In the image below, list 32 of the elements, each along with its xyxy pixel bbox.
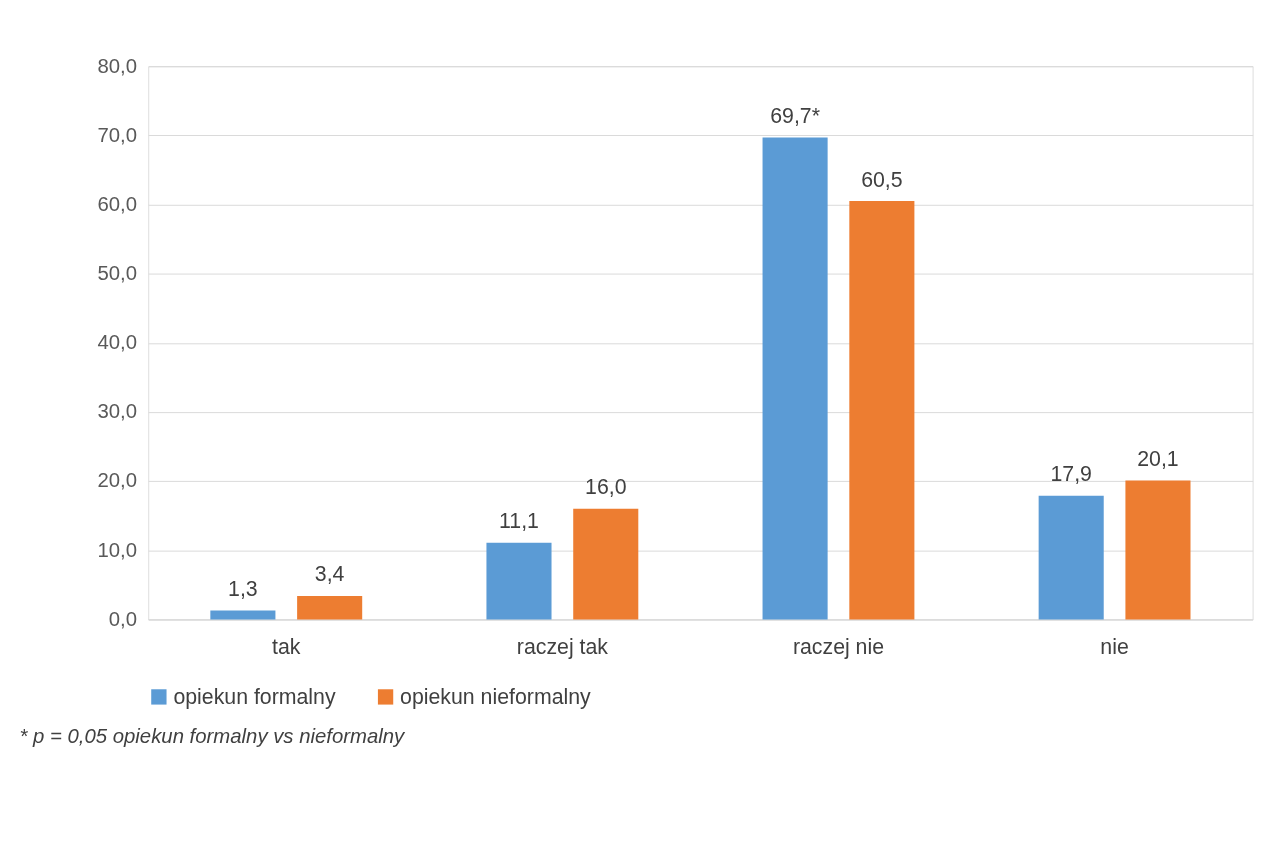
y-tick-label: 60,0: [97, 192, 138, 215]
bar: [849, 201, 915, 620]
data-label: 17,9: [1050, 462, 1092, 487]
bar: [1038, 495, 1104, 620]
data-label: 69,7*: [770, 103, 820, 128]
y-tick-label: 20,0: [97, 469, 138, 492]
x-tick-label: raczej tak: [516, 634, 609, 659]
bar: [1125, 480, 1191, 620]
bar: [486, 542, 552, 620]
y-tick-label: 0,0: [108, 607, 138, 630]
text: * p = 0,05 opiekun formalny vs nieformalny: [19, 725, 407, 748]
y-tick-label: 40,0: [97, 331, 138, 354]
y-tick-label: 50,0: [97, 261, 138, 284]
data-label: 60,5: [861, 167, 903, 192]
bar: [762, 137, 828, 620]
y-tick-label: 10,0: [97, 538, 138, 561]
data-label: 3,4: [314, 562, 345, 587]
bar: [297, 595, 363, 620]
bar: [573, 508, 639, 620]
y-tick-label: 70,0: [97, 123, 138, 146]
y-tick-label: 30,0: [97, 400, 138, 423]
data-label: 1,3: [228, 576, 258, 601]
legend-label: opiekun formalny: [173, 684, 336, 709]
data-label: 11,1: [499, 509, 539, 534]
bar: [210, 610, 276, 620]
x-tick-label: raczej nie: [792, 634, 885, 659]
legend-label: opiekun nieformalny: [400, 684, 592, 709]
y-tick-label: 80,0: [97, 54, 138, 77]
data-label: 20,1: [1137, 446, 1179, 471]
data-label: 16,0: [585, 475, 627, 500]
x-tick-label: tak: [272, 634, 301, 659]
x-tick-label: nie: [1100, 634, 1129, 659]
